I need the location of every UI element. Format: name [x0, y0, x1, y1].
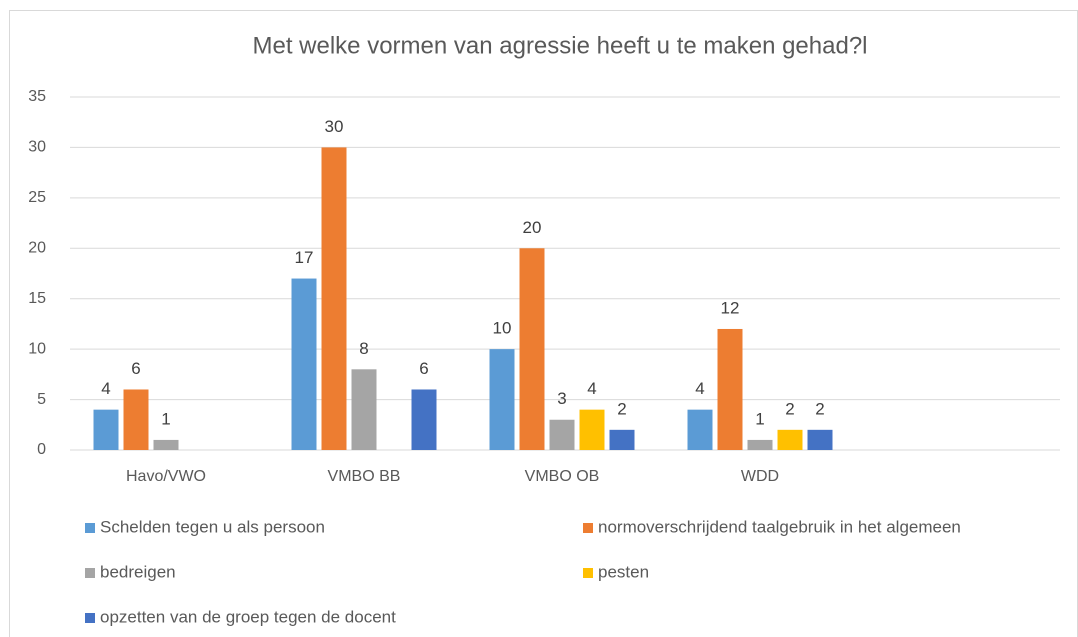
bar	[291, 278, 317, 450]
legend-swatch	[85, 568, 95, 578]
bar	[519, 248, 545, 450]
legend-label: normoverschrijdend taalgebruik in het al…	[598, 517, 961, 536]
legend-swatch	[583, 568, 593, 578]
y-tick-label: 25	[28, 189, 46, 206]
data-label: 10	[493, 319, 512, 338]
y-tick-label: 5	[37, 391, 46, 408]
data-label: 1	[161, 409, 170, 428]
chart-title: Met welke vormen van agressie heeft u te…	[252, 32, 867, 59]
bar	[489, 349, 515, 450]
legend-swatch	[85, 613, 95, 623]
bar	[687, 409, 713, 450]
legend-label: bedreigen	[100, 562, 176, 581]
data-label: 1	[755, 409, 764, 428]
x-tick-label: VMBO OB	[525, 468, 600, 485]
bar	[411, 389, 437, 450]
y-tick-label: 30	[28, 139, 46, 156]
data-label: 6	[419, 359, 428, 378]
legend-swatch	[85, 523, 95, 533]
bar	[747, 439, 773, 450]
data-label: 2	[815, 399, 824, 418]
bar	[717, 328, 743, 450]
data-label: 12	[721, 298, 740, 317]
bar	[153, 439, 179, 450]
bar	[321, 147, 347, 450]
data-label: 8	[359, 339, 368, 358]
data-label: 2	[617, 399, 626, 418]
legend-label: Schelden tegen u als persoon	[100, 517, 325, 536]
bar	[549, 419, 575, 450]
bar	[807, 429, 833, 450]
y-tick-label: 35	[28, 88, 46, 105]
data-label: 30	[325, 117, 344, 136]
bar	[351, 369, 377, 450]
legend-label: opzetten van de groep tegen de docent	[100, 607, 396, 626]
bar	[609, 429, 635, 450]
data-label: 20	[523, 218, 542, 237]
data-label: 17	[295, 248, 314, 267]
y-tick-label: 10	[28, 340, 46, 357]
data-label: 2	[785, 399, 794, 418]
x-tick-label: Havo/VWO	[126, 468, 206, 485]
legend-swatch	[583, 523, 593, 533]
legend-label: pesten	[598, 562, 649, 581]
x-tick-label: VMBO BB	[328, 468, 401, 485]
data-label: 4	[587, 379, 596, 398]
bar	[579, 409, 605, 450]
data-label: 3	[557, 389, 566, 408]
data-label: 4	[695, 379, 704, 398]
y-tick-label: 20	[28, 240, 46, 257]
y-tick-label: 0	[37, 441, 46, 458]
bar	[93, 409, 119, 450]
bar	[777, 429, 803, 450]
bar	[123, 389, 149, 450]
data-label: 6	[131, 359, 140, 378]
x-tick-label: WDD	[741, 468, 779, 485]
data-label: 4	[101, 379, 110, 398]
y-tick-label: 15	[28, 290, 46, 307]
